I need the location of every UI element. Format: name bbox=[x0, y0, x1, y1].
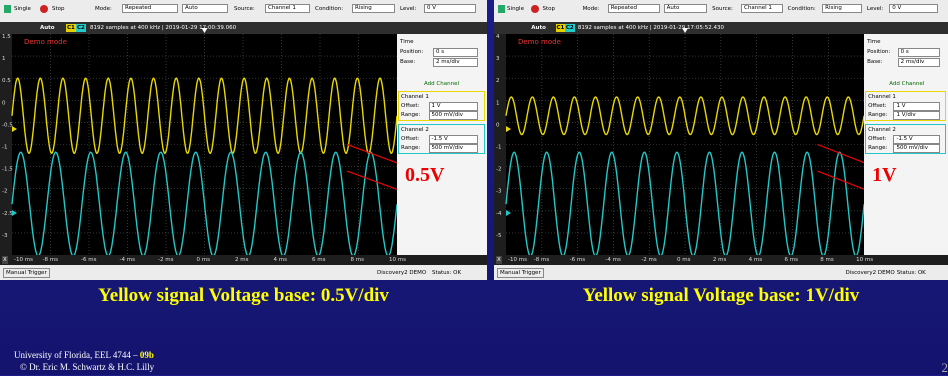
page-number: 2 bbox=[942, 360, 948, 376]
channel2-header: Channel 2 bbox=[868, 126, 896, 134]
y-axis-label: -3 bbox=[496, 189, 502, 195]
x-tick-label: -4 ms bbox=[120, 256, 135, 264]
ch1-offset-field: 1 V bbox=[893, 102, 939, 111]
demo-mode: Demo mode bbox=[518, 38, 561, 46]
base-label: Base: bbox=[400, 58, 415, 66]
footer-text: University of Florida, EEL 4744 – bbox=[14, 350, 140, 360]
ch1-range-field: 500 mV/div bbox=[429, 111, 479, 120]
x-tick-label: 6 ms bbox=[784, 256, 797, 264]
x-tick-label: -2 ms bbox=[158, 256, 173, 264]
y-axis-label: 2 bbox=[496, 78, 500, 84]
x-tick-label: 4 ms bbox=[274, 256, 287, 264]
x-tick-label: -6 ms bbox=[570, 256, 585, 264]
y-axis-label: 1 bbox=[496, 100, 500, 106]
demo-mode: Demo mode bbox=[24, 38, 67, 46]
y-axis-label: 0 bbox=[2, 100, 6, 106]
base-field: 2 ms/div bbox=[433, 58, 478, 67]
device-name: Discovery2 DEMO bbox=[845, 269, 894, 277]
footer-lecture: 09b bbox=[140, 350, 154, 360]
y-axis-label: -2 bbox=[2, 189, 7, 195]
trigger-marker bbox=[202, 28, 208, 33]
y-axis-label: -1 bbox=[496, 145, 501, 151]
ch2-range-label: Range: bbox=[868, 144, 887, 152]
position-label: Position: bbox=[867, 48, 890, 56]
x-tick-label: 10 ms bbox=[856, 256, 873, 264]
trigger-marker bbox=[682, 28, 688, 33]
y-axis-label: -1 bbox=[2, 145, 7, 151]
ch1-offset-field: 1 V bbox=[429, 102, 479, 111]
annotation-text: 1V bbox=[872, 164, 896, 187]
position-field: 0 s bbox=[433, 48, 478, 57]
ch2-range-field: 500 mV/div bbox=[893, 144, 939, 153]
annotation-text: 0.5V bbox=[405, 164, 444, 187]
y-axis-label: 3 bbox=[496, 56, 500, 62]
ch1-offset-label: Offset: bbox=[868, 102, 886, 110]
device-name: Discovery2 DEMO bbox=[377, 269, 426, 277]
y-axis-label: -2.5 bbox=[2, 211, 13, 217]
ch2-offset-label: Offset: bbox=[868, 135, 886, 143]
manual-trigger: Manual Trigger bbox=[3, 268, 50, 278]
x-axis-label: X bbox=[496, 256, 502, 264]
x-tick-label: 0 ms bbox=[197, 256, 210, 264]
ch1-range-label: Range: bbox=[401, 111, 420, 119]
manual-trigger: Manual Trigger bbox=[497, 268, 544, 278]
ch2-range-field: 500 mV/div bbox=[429, 144, 479, 153]
ch2-offset-field: -1.5 V bbox=[429, 135, 479, 144]
channel2-header: Channel 2 bbox=[401, 126, 429, 134]
ch2-range-label: Range: bbox=[401, 144, 420, 152]
footer-line1: University of Florida, EEL 4744 – 09b bbox=[14, 350, 154, 360]
base-label: Base: bbox=[867, 58, 882, 66]
position-field: 0 s bbox=[898, 48, 940, 57]
x-tick-label: 6 ms bbox=[312, 256, 325, 264]
footer-line2: © Dr. Eric M. Schwartz & H.C. Lilly bbox=[20, 362, 154, 372]
caption: Yellow signal Voltage base: 1V/div bbox=[494, 285, 948, 307]
add-channel: Add Channel bbox=[889, 80, 924, 88]
y-axis-label: -5 bbox=[496, 233, 502, 239]
channel1-header: Channel 1 bbox=[401, 93, 429, 101]
ch1-range-field: 1 V/div bbox=[893, 111, 939, 120]
y-axis-label: 1 bbox=[2, 56, 6, 62]
ch2-offset-label: Offset: bbox=[401, 135, 419, 143]
add-channel: Add Channel bbox=[424, 80, 459, 88]
y-axis-label: 4 bbox=[496, 34, 500, 40]
ch1-offset-label: Offset: bbox=[401, 102, 419, 110]
status: Status: OK bbox=[432, 269, 461, 277]
x-tick-label: 8 ms bbox=[351, 256, 364, 264]
x-tick-label: 4 ms bbox=[749, 256, 762, 264]
y-axis-label: -0.5 bbox=[2, 122, 13, 128]
status: Status: OK bbox=[897, 269, 926, 277]
ch1-range-label: Range: bbox=[868, 111, 887, 119]
x-tick-label: -8 ms bbox=[534, 256, 549, 264]
x-tick-label: -4 ms bbox=[605, 256, 620, 264]
x-tick-label: 8 ms bbox=[820, 256, 833, 264]
y-axis-label: -3 bbox=[2, 233, 8, 239]
y-axis-label: -1.5 bbox=[2, 167, 13, 173]
y-axis-label: -4 bbox=[496, 211, 502, 217]
position-label: Position: bbox=[400, 48, 423, 56]
x-tick-label: 2 ms bbox=[235, 256, 248, 264]
y-axis-label: 0 bbox=[496, 122, 500, 128]
x-tick-label: 2 ms bbox=[713, 256, 726, 264]
y-axis-label: 1.5 bbox=[2, 34, 11, 40]
time-header: Time bbox=[400, 38, 413, 46]
caption: Yellow signal Voltage base: 0.5V/div bbox=[0, 285, 487, 307]
time-header: Time bbox=[867, 38, 880, 46]
x-tick-label: 10 ms bbox=[389, 256, 406, 264]
y-axis-label: -2 bbox=[496, 167, 501, 173]
x-axis-label: X bbox=[2, 256, 8, 264]
ch2-offset-field: -1.5 V bbox=[893, 135, 939, 144]
x-tick-label: 0 ms bbox=[677, 256, 690, 264]
x-tick-label: -8 ms bbox=[43, 256, 58, 264]
y-axis-label: 0.5 bbox=[2, 78, 11, 84]
slide: University of Florida, EEL 4744 – 09b © … bbox=[0, 0, 948, 375]
x-tick-label: -2 ms bbox=[641, 256, 656, 264]
x-tick-label: -10 ms bbox=[508, 256, 527, 264]
x-tick-label: -6 ms bbox=[81, 256, 96, 264]
base-field: 2 ms/div bbox=[898, 58, 940, 67]
channel1-header: Channel 1 bbox=[868, 93, 896, 101]
x-tick-label: -10 ms bbox=[14, 256, 33, 264]
